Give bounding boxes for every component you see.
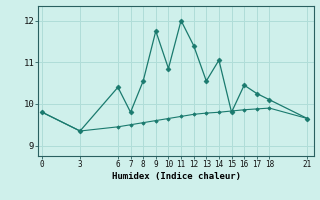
X-axis label: Humidex (Indice chaleur): Humidex (Indice chaleur) <box>111 172 241 181</box>
